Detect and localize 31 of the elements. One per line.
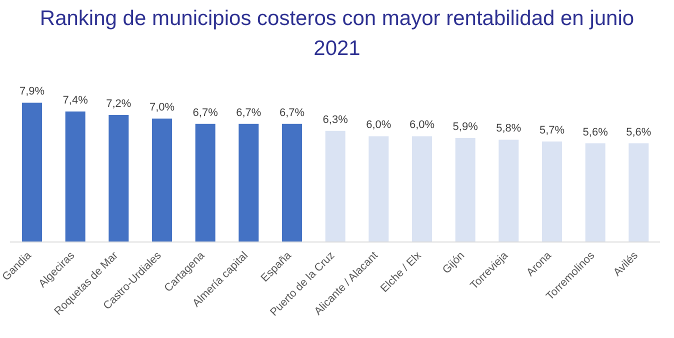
bar xyxy=(628,143,649,242)
bar xyxy=(152,118,172,242)
bar xyxy=(368,136,389,242)
data-label: 6,3% xyxy=(322,114,348,126)
bar xyxy=(412,136,432,242)
data-label: 6,0% xyxy=(409,119,435,132)
data-label: 7,0% xyxy=(149,102,175,114)
bar xyxy=(498,140,519,242)
data-label: 6,0% xyxy=(366,119,392,132)
data-label: 6,7% xyxy=(236,106,262,119)
bar xyxy=(282,124,302,242)
bar xyxy=(195,124,216,242)
data-label: 5,7% xyxy=(539,124,565,137)
data-label: 5,9% xyxy=(452,120,478,133)
bar xyxy=(22,102,42,242)
data-label: 6,7% xyxy=(279,106,305,119)
bar xyxy=(238,124,259,242)
data-label: 7,9% xyxy=(19,86,45,98)
data-label: 5,8% xyxy=(496,122,522,135)
data-label: 7,2% xyxy=(106,98,132,110)
bar xyxy=(108,115,129,242)
bar xyxy=(65,112,86,242)
data-label: 5,6% xyxy=(626,126,652,138)
chart-title: Ranking de municipios costeros con mayor rentabilidad en junio 2021 xyxy=(38,6,636,62)
data-label: 7,4% xyxy=(62,94,88,107)
bar xyxy=(325,130,346,242)
bar xyxy=(542,142,562,242)
data-label: 6,7% xyxy=(192,106,218,119)
bar xyxy=(455,138,476,242)
data-label: 5,6% xyxy=(582,126,608,138)
bar xyxy=(585,143,606,242)
